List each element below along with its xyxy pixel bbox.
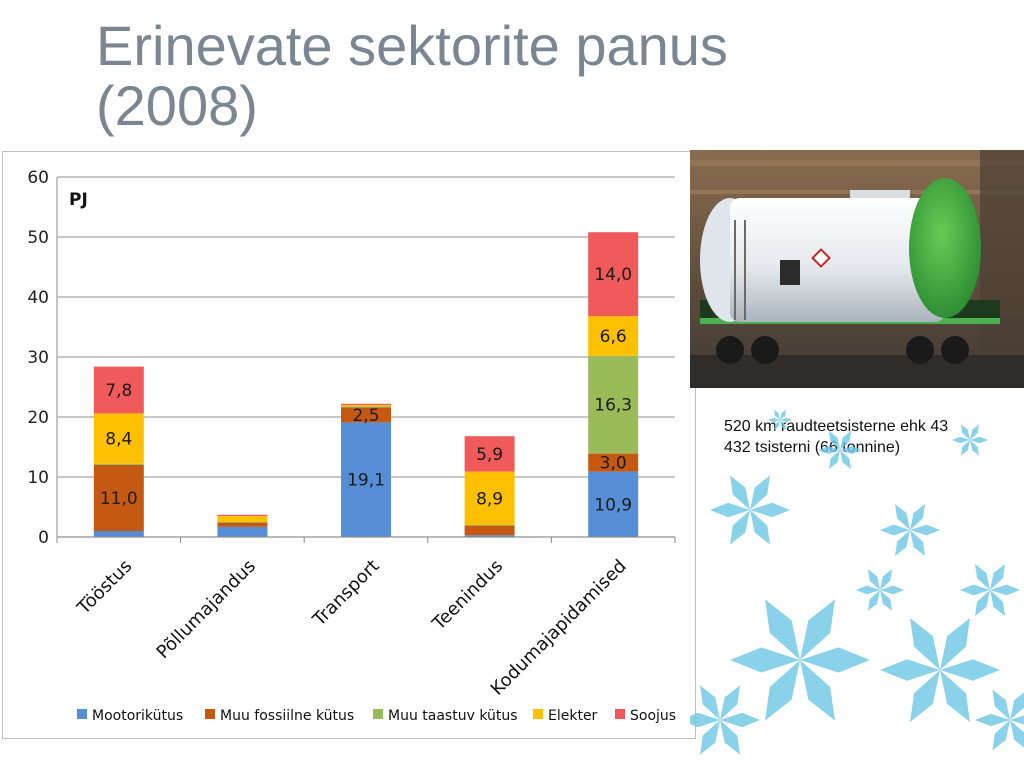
bar-segment [588,453,639,472]
y-tick-label: 40 [27,288,49,308]
snowflake-icon [880,618,1000,722]
data-label: 3,0 [600,454,627,474]
category-label: Tööstus [73,556,137,620]
bar-segment [341,406,391,408]
unit-label: PJ [69,190,88,210]
chart-frame: 11,0 8,4 7,8 19,1 2,5 8,9 5,9 10,9 3,0 16,3 6,6 14,… [2,151,696,739]
snowflake-icon [730,599,870,721]
bar-segment [464,436,515,472]
snowflake-icon [690,685,760,755]
bar-segment [341,405,391,407]
bar-segment [464,535,515,537]
bar-segment [217,522,268,527]
data-label: 10,9 [594,495,632,515]
bar-segment [93,463,144,465]
bar-segment [217,526,268,537]
y-tick-label: 20 [27,408,49,428]
y-tick-label: 50 [27,228,49,248]
bar-segment [588,355,639,454]
snowflake-icon [975,689,1024,751]
category-label: Transport [308,556,383,631]
data-label: 16,3 [594,396,632,416]
bar-segment [93,366,144,414]
stacked-bar-chart: 11,0 8,4 7,8 19,1 2,5 8,9 5,9 10,9 3,0 16,3 6,6 14,… [27,168,676,724]
snowflake-icon [710,475,790,545]
snowflake-icon [952,424,988,456]
bar-segment [588,232,639,317]
data-label: 8,4 [105,430,132,450]
slide-title: Erinevate sektorite panus (2008) [96,14,728,137]
category-label: Põllumajandus [153,556,260,663]
y-tick-label: 60 [27,168,49,188]
bar-segment [341,403,391,405]
snowflake-icon [818,430,862,470]
legend-label: Muu taastuv kütus [388,708,518,724]
snowflake-icon [880,504,940,556]
data-label: 6,6 [600,327,627,347]
bar-segment [341,407,391,423]
legend-swatch [77,709,87,719]
data-label: 7,8 [105,381,132,401]
snowflake-icon [768,409,792,431]
legend-swatch [533,709,543,719]
y-tick-label: 0 [38,528,49,548]
bar-segment [217,522,268,523]
bar-segment [93,413,144,464]
snowflake-decoration [690,409,1024,755]
data-label: 14,0 [594,265,632,285]
snowflake-icon [960,564,1020,616]
legend-label: Muu fossiilne kütus [220,708,354,724]
bar-segment [93,465,144,531]
y-tick-label: 30 [27,348,49,368]
bar-segment [464,525,515,526]
legend-swatch [205,709,215,719]
y-tick-label: 10 [27,468,49,488]
data-label: 5,9 [476,445,503,465]
data-label: 8,9 [476,489,503,509]
bar-segment [341,422,391,537]
legend-label: Elekter [548,708,598,724]
data-label: 11,0 [100,489,138,509]
legend-label: Mootorikütus [92,708,183,724]
bar-segment [588,316,639,356]
category-label: Teenindus [428,556,507,635]
legend-swatch [615,709,625,719]
bar-segment [217,516,268,522]
bar-segment [588,471,639,537]
bar-segment [464,525,515,536]
bar-segment [464,471,515,525]
legend-label: Soojus [630,708,676,724]
category-label: Kodumajapidamised [487,556,631,700]
snowflake-icon [856,569,904,611]
tank-car-photo [690,150,1024,388]
data-label: 19,1 [347,471,385,491]
bar-segment [217,514,268,516]
bar-segment [93,531,144,537]
data-label: 2,5 [352,406,379,426]
legend-swatch [373,709,383,719]
